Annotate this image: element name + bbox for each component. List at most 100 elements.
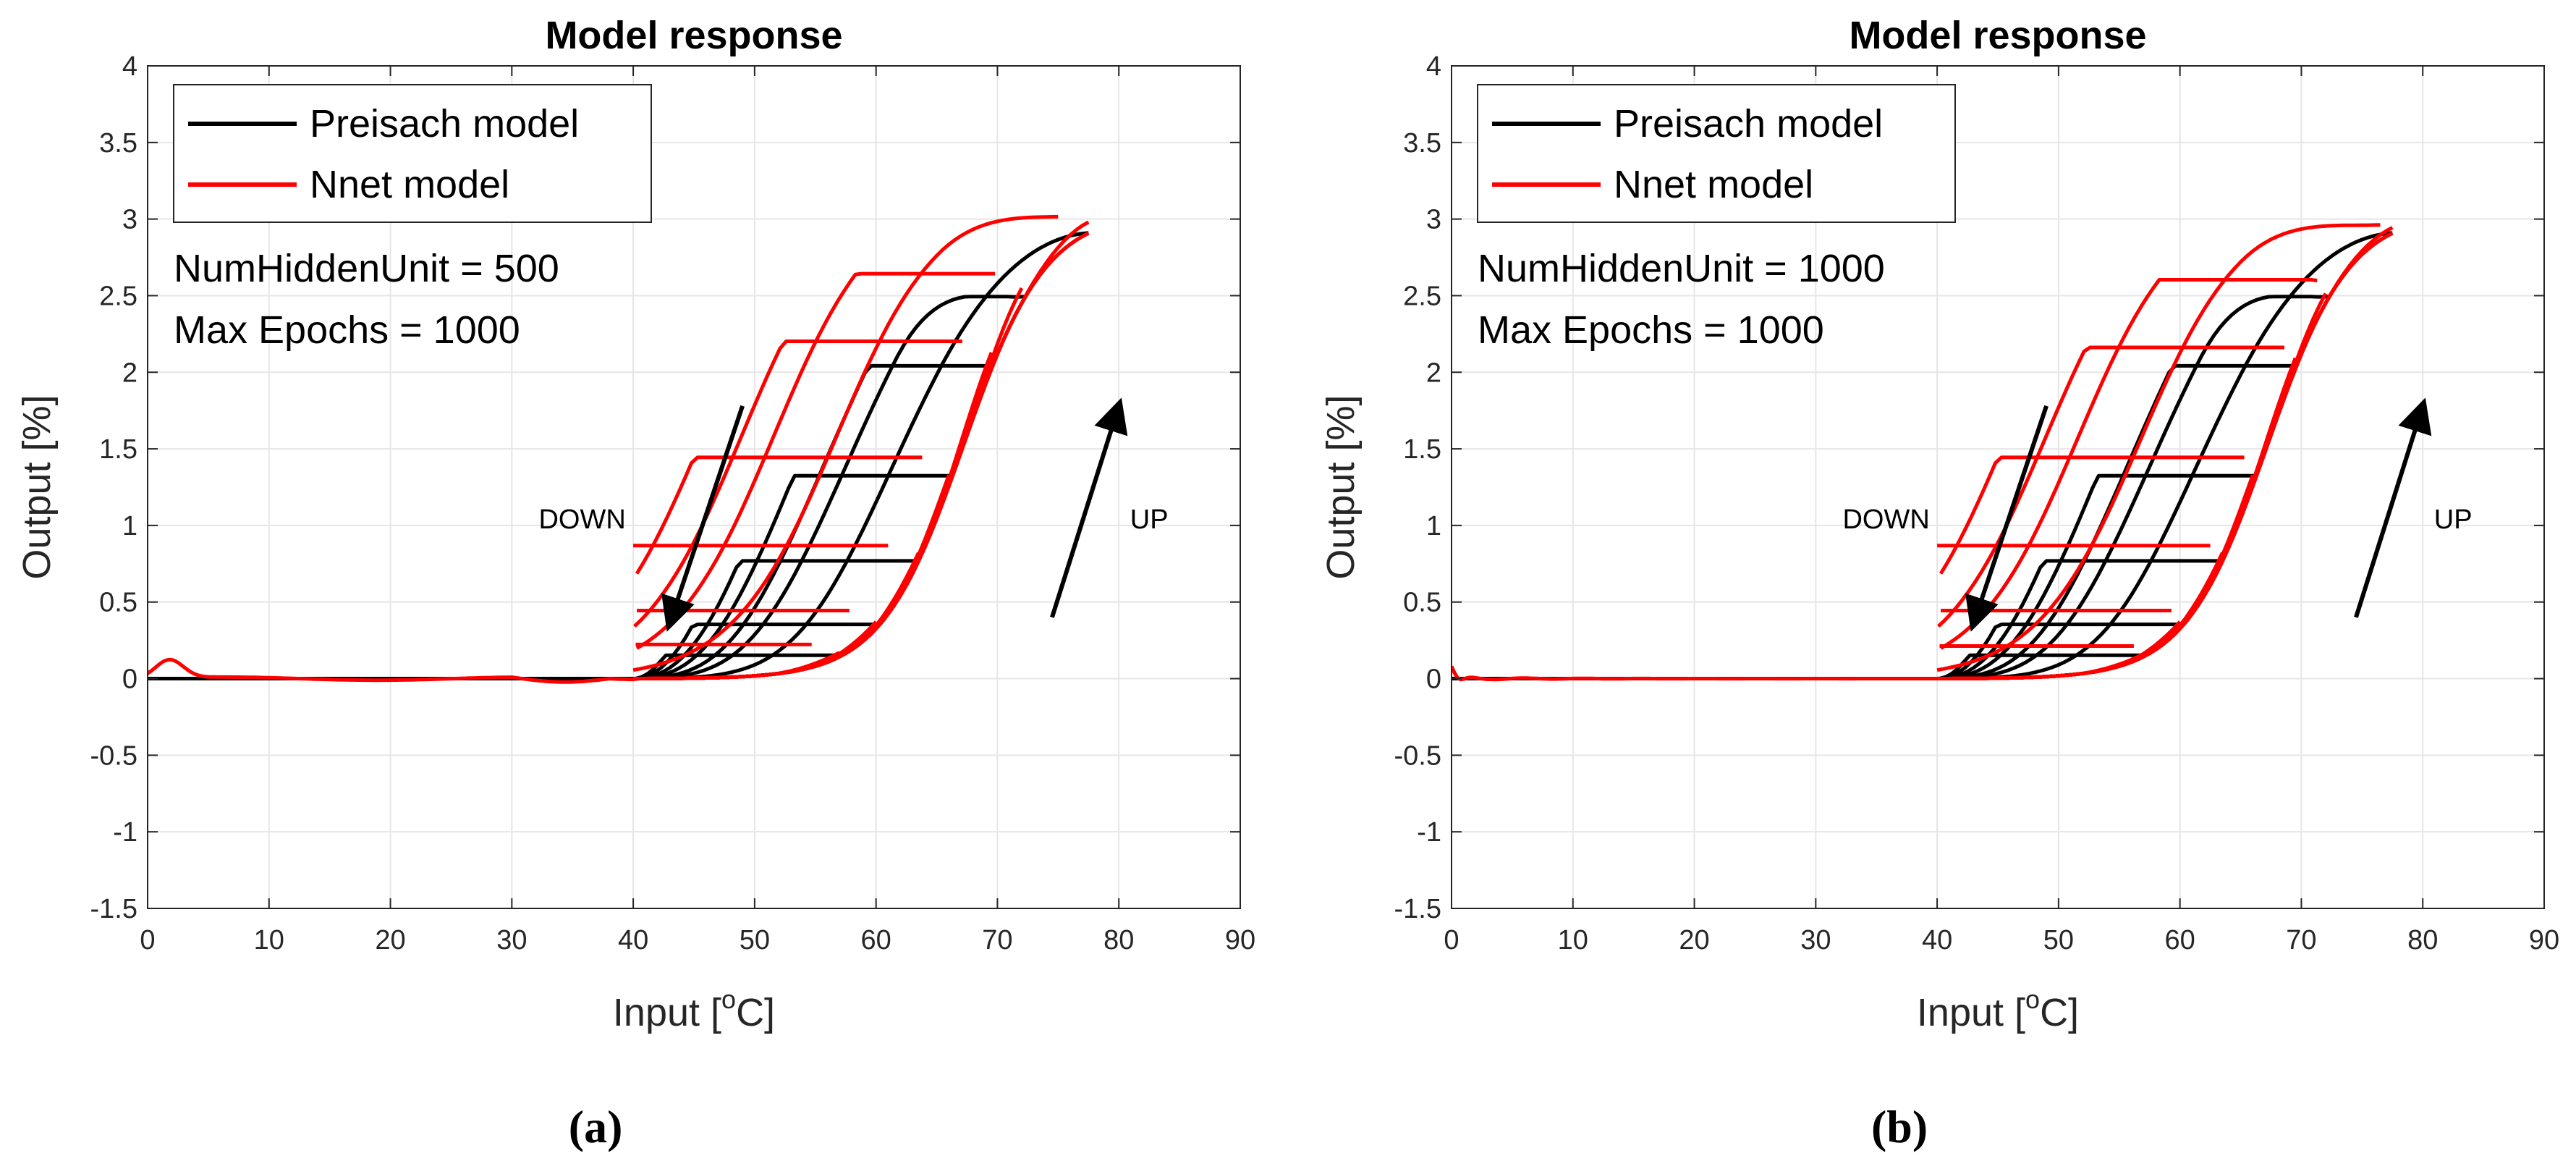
nnet-initial-branch [1452,231,2394,682]
annotation-up: UP [2434,505,2473,535]
x-tick-label-2: 20 [375,925,405,955]
y-tick-label-3: 0 [1426,664,1441,695]
legend-box [1477,84,1956,223]
preisach-descending-branch-1 [637,295,1026,680]
preisach-initial-branch [148,231,1090,680]
preisach-descending-branch-0 [633,231,1089,680]
y-tick-label-5: 1 [1426,511,1441,541]
x-tick-label-2: 20 [1679,925,1709,955]
annotation-hidden-units: NumHiddenUnit = 1000 [1478,247,1885,290]
y-tick-label-2: -0.5 [90,740,137,771]
nnet-reascending-branch-2 [633,352,993,680]
nnet-reascending-branch-2 [1937,357,2297,680]
arrow-up [1050,397,1128,618]
preisach-reascending-branch-1 [633,302,1024,680]
chart-panel-b: 0 10 20 30 40 50 60 70 80 90 -1.5 -1 -0.5 0 0.5 1 1.5 2 2.… [1319,14,2559,1152]
x-axis-label-degree: o [721,984,736,1014]
annotation-down: DOWN [1842,505,1929,535]
legend-label-nnet: Nnet model [310,163,509,206]
x-tick-label-4: 40 [618,925,648,955]
nnet-descending-branch-2 [633,339,962,628]
x-tick-label-6: 60 [2165,925,2195,955]
x-tick-label-0: 0 [140,925,155,955]
axes-frame [1451,65,2545,909]
preisach-reascending-branch-1 [1937,302,2328,680]
chart-panel-a: 0 10 20 30 40 50 60 70 80 90 -1.5 -1 -0.5 0 0.5 1 1.5 2 2.… [15,14,1255,1152]
x-axis-label: Input [oC] [613,984,775,1034]
y-tick-label-8: 2.5 [99,281,137,311]
panel-label: (b) [1871,1101,1928,1152]
annotation-down: DOWN [538,505,625,535]
x-tick-label-0: 0 [1444,925,1459,955]
x-tick-label-3: 30 [496,925,527,955]
y-tick-label-6: 1.5 [1403,434,1441,465]
x-tick-label-9: 90 [2529,925,2559,955]
y-tick-label-11: 4 [1426,51,1441,82]
x-tick-label-8: 80 [1103,925,1134,955]
x-axis-label: Input [oC] [1917,984,2079,1034]
x-axis-label-unit: C] [736,991,775,1034]
preisach-initial-branch [1452,231,2394,680]
nnet-reascending-branch-1 [633,287,1024,680]
x-tick-label-5: 50 [2043,925,2074,955]
y-axis-label: Output [%] [15,394,59,579]
arrow-down [1965,405,2048,632]
nnet-reascending-branch-1 [1937,292,2328,680]
x-tick-label-1: 10 [1558,925,1588,955]
y-tick-label-1: -1 [1417,817,1441,848]
y-tick-label-0: -1.5 [90,894,137,924]
legend-box [173,84,652,223]
nnet-descending-branch-3 [1939,455,2245,575]
preisach-descending-branch-6 [635,653,842,680]
axis-ticks: 0 10 20 30 40 50 60 70 80 90 -1.5 -1 -0.5 0 0.5 1 1.5 2 2.… [1394,51,2560,955]
annotation-max-epochs: Max Epochs = 1000 [1478,308,1824,352]
annotation-max-epochs: Max Epochs = 1000 [174,308,520,352]
x-tick-label-8: 80 [2407,925,2438,955]
x-axis-label-unit: C] [2040,991,2079,1034]
legend-label-nnet: Nnet model [1614,163,1813,206]
y-tick-label-9: 3 [1426,205,1441,235]
annotation-hidden-units: NumHiddenUnit = 500 [174,247,559,290]
panel-label: (a) [569,1101,623,1152]
preisach-descending-branch-0 [1937,231,2393,680]
nnet-descending-branch-1 [635,271,996,650]
preisach-descending-branch-3 [1940,473,2257,680]
legend: Preisach model Nnet model [1477,84,1956,223]
legend-label-preisach: Preisach model [310,102,579,145]
nnet-descending-branch-1 [1939,278,2318,650]
preisach-descending-branch-5 [636,623,880,680]
x-axis-label-text: Input [ [613,991,721,1034]
y-tick-label-10: 3.5 [1403,128,1441,159]
y-tick-label-3: 0 [122,664,137,695]
chart-title: Model response [1849,14,2146,57]
preisach-descending-branch-5 [1940,623,2184,680]
x-tick-label-1: 10 [254,925,284,955]
y-axis-label: Output [%] [1319,394,1363,579]
axes-frame [147,65,1241,909]
y-tick-label-0: -1.5 [1394,894,1441,924]
x-tick-label-3: 30 [1800,925,1831,955]
y-tick-label-1: -1 [113,817,137,848]
preisach-descending-branch-1 [1941,295,2330,680]
x-tick-label-7: 70 [982,925,1012,955]
arrow-down [661,405,745,632]
x-tick-label-5: 50 [740,925,770,955]
preisach-descending-branch-6 [1939,653,2146,680]
arrow-up [2354,397,2432,618]
y-tick-label-6: 1.5 [99,434,137,465]
nnet-reascending-branch-6 [633,651,841,680]
x-axis-label-text: Input [ [1917,991,2025,1034]
preisach-descending-branch-3 [636,473,953,680]
curves [1452,223,2394,682]
y-tick-label-7: 2 [122,358,137,388]
axis-ticks: 0 10 20 30 40 50 60 70 80 90 -1.5 -1 -0.5 0 0.5 1 1.5 2 2.… [90,51,1256,955]
legend-label-preisach: Preisach model [1614,102,1883,145]
legend: Preisach model Nnet model [173,84,652,223]
y-tick-label-2: -0.5 [1394,740,1441,771]
nnet-descending-branch-0 [1936,223,2381,672]
x-tick-label-7: 70 [2286,925,2316,955]
y-tick-label-8: 2.5 [1403,281,1441,311]
nnet-descending-branch-3 [635,455,923,575]
y-tick-label-5: 1 [122,511,137,541]
